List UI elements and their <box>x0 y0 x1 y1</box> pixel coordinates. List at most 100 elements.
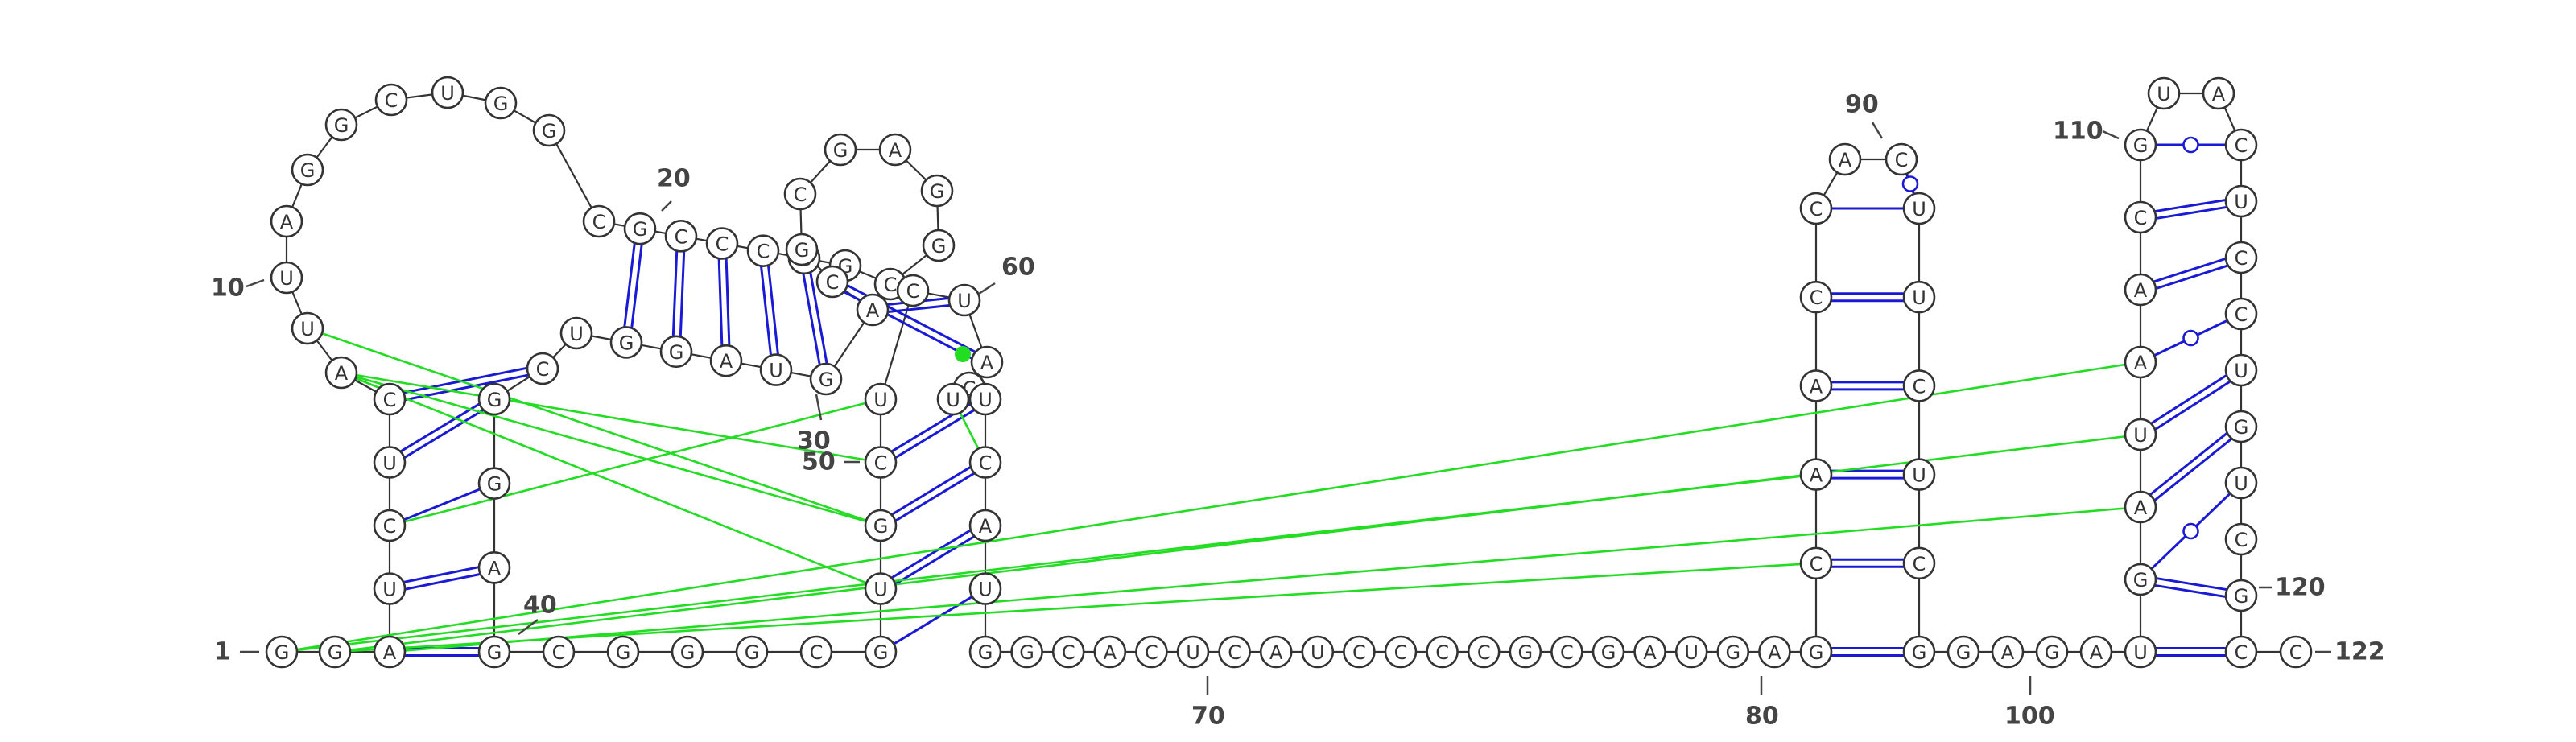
nucleotide-circle <box>2124 200 2157 234</box>
nucleotide-105: U <box>2124 418 2157 451</box>
nucleotide-letter: U <box>946 389 960 411</box>
nucleotide-57: A <box>970 345 1004 379</box>
nucleotide-circle <box>2224 128 2258 162</box>
nucleotide-circle <box>373 509 407 542</box>
nucleotide-circle <box>1591 635 1625 669</box>
nucleotide-circle <box>484 86 518 120</box>
nucleotide-16: G <box>484 86 518 120</box>
nucleotide-letter: G <box>619 332 634 354</box>
nucleotide-96: C <box>1902 546 1936 580</box>
nucleotide-circle <box>265 635 299 669</box>
nucleotide-circle <box>759 353 793 386</box>
nucleotide-letter: C <box>1477 641 1491 664</box>
nucleotide-circle <box>864 572 898 605</box>
nucleotide-106: A <box>2124 345 2157 379</box>
nucleotide-circle <box>431 76 464 109</box>
position-label-110: 110 <box>2053 117 2120 146</box>
nucleotide-117: G <box>2224 410 2258 443</box>
nucleotide-letter: G <box>616 641 631 664</box>
nucleotide-13: G <box>324 108 358 142</box>
nucleotide-circle <box>477 551 511 584</box>
base-pair-bond <box>891 529 972 579</box>
nucleotide-59: U <box>936 382 970 416</box>
nucleotide-circle <box>373 382 407 416</box>
nucleotide-61: C <box>968 446 1002 479</box>
nucleotide-circle <box>1902 192 1936 225</box>
position-number: 100 <box>2004 703 2055 731</box>
nucleotide-circle <box>1799 635 1833 669</box>
nucleotide-circle <box>1799 280 1833 314</box>
nucleotide-letter: C <box>979 452 993 475</box>
base-pair-bond <box>894 472 975 522</box>
nucleotide-circle <box>2224 579 2258 612</box>
nucleotide-letter: U <box>978 389 993 411</box>
nucleotide-letter: U <box>769 360 783 382</box>
nucleotide-circle <box>809 362 843 396</box>
nucleotide-letter: U <box>2133 641 2148 664</box>
nucleotide-letter: C <box>884 274 898 296</box>
nucleotide-circle <box>824 133 857 167</box>
nucleotide-31: G <box>785 233 819 266</box>
base-pair-bond <box>2156 577 2227 592</box>
nucleotide-letter: C <box>552 641 566 664</box>
position-label-70: 70 <box>1191 676 1225 731</box>
base-pair-bond <box>403 488 481 521</box>
nucleotide-109: G <box>2124 128 2157 162</box>
nucleotide-circle <box>2124 490 2157 524</box>
nucleotide-circle <box>864 446 898 479</box>
position-number: 10 <box>211 274 245 303</box>
nucleotide-82: G <box>1716 635 1750 669</box>
position-label-30: 30 <box>797 394 831 456</box>
nucleotide-letter: C <box>2289 641 2303 664</box>
nucleotide-letter: G <box>873 515 889 538</box>
nucleotide-letter: C <box>1394 641 1408 664</box>
base-pair-bond <box>767 265 779 355</box>
nucleotide-letter: G <box>1019 641 1034 664</box>
nucleotide-29: G <box>824 133 857 167</box>
nucleotide-letter: G <box>542 120 557 142</box>
nucleotide-circle <box>671 635 704 669</box>
nucleotide-letter: G <box>2133 569 2149 592</box>
nucleotide-80: A <box>1633 635 1666 669</box>
nucleotide-letter: C <box>385 89 398 112</box>
base-pair-bond <box>2153 258 2226 283</box>
nucleotide-letter: G <box>1912 641 1927 664</box>
nucleotide-letter: U <box>1912 286 1926 309</box>
nucleotide-letter: A <box>1768 641 1781 664</box>
nucleotide-103: G <box>2124 563 2157 596</box>
nucleotide-circle <box>1384 635 1418 669</box>
nucleotide-47: G <box>671 635 704 669</box>
nucleotide-85: C <box>1799 546 1833 580</box>
nucleotide-95: U <box>1902 458 1936 491</box>
nucleotide-letter: G <box>334 114 349 137</box>
nucleotide-circle <box>1218 635 1251 669</box>
nucleotide-letter: U <box>1311 641 1325 664</box>
nucleotide-98: G <box>1946 635 1980 669</box>
nucleotide-letter: C <box>1810 198 1823 221</box>
nucleotide-letter: C <box>716 233 729 256</box>
nucleotide-circle <box>783 177 817 211</box>
nucleotide-letter: A <box>2134 279 2148 302</box>
nucleotide-112: C <box>2224 128 2258 162</box>
nucleotide-circle <box>968 382 1002 416</box>
nucleotide-93: U <box>1902 280 1936 314</box>
nucleotide-circle <box>1902 369 1936 402</box>
nucleotide-letter: C <box>383 389 397 411</box>
nucleotide-circle <box>1902 458 1936 491</box>
nucleotide-letter: A <box>280 211 294 233</box>
nucleotide-letter: G <box>2045 641 2060 664</box>
nucleotide-7: C <box>373 382 407 416</box>
nucleotide-86: A <box>1799 458 1833 491</box>
position-number: 20 <box>657 165 691 193</box>
nucleotide-119: C <box>2224 522 2258 556</box>
nucleotide-circle <box>1135 635 1168 669</box>
nucleotide-9: U <box>291 311 324 345</box>
nucleotide-28: A <box>878 133 912 167</box>
nucleotide-116: U <box>2224 353 2258 387</box>
nucleotide-letter: G <box>745 641 760 664</box>
nucleotide-circle <box>878 133 912 167</box>
nucleotide-letter: C <box>675 225 688 248</box>
nucleotide-letter: U <box>382 452 397 475</box>
nucleotide-120: G <box>2224 579 2258 612</box>
nucleotide-circle <box>2124 418 2157 451</box>
